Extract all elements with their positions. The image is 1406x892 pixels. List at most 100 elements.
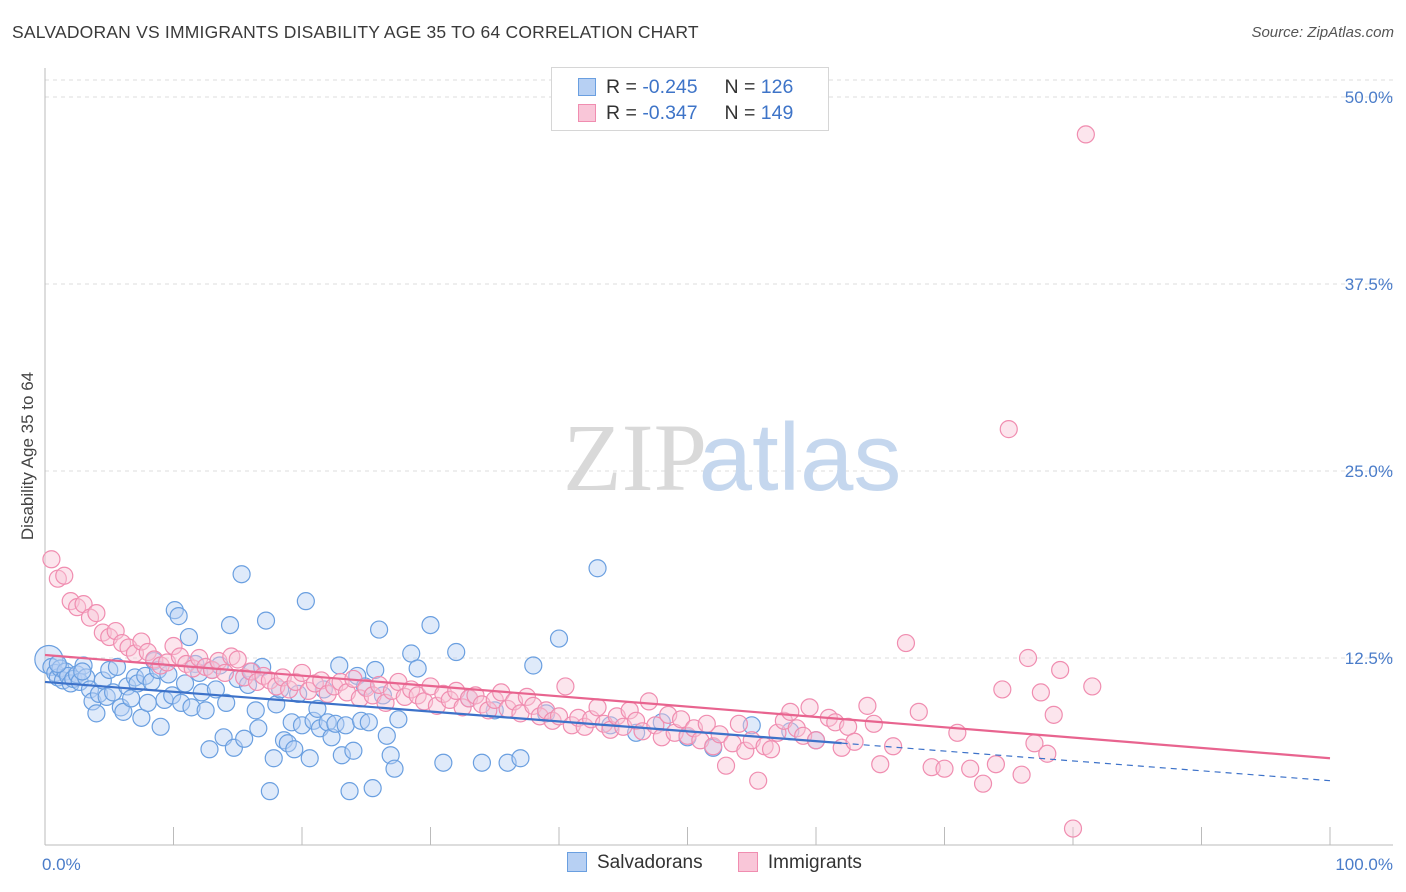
immigrants-point (839, 717, 858, 736)
salvadorans-point (217, 693, 236, 712)
salvadorans-point (285, 740, 304, 759)
y-tick-label-1: 25.0% (1345, 462, 1393, 481)
immigrants-trend-line (44, 653, 1331, 760)
salvadorans-point (232, 565, 251, 584)
salvadorans-point (200, 740, 219, 759)
salvadorans-point (87, 704, 106, 723)
immigrants-point (1038, 744, 1057, 763)
immigrants-point (845, 732, 864, 751)
immigrants-point (961, 759, 980, 778)
salvadorans-point (34, 644, 64, 675)
immigrants-point (716, 756, 736, 775)
legend-swatch-salvadorans (578, 78, 596, 96)
salvadorans-point (322, 728, 341, 747)
salvadorans-point (549, 629, 569, 648)
salvadorans-point (370, 620, 389, 639)
immigrants-point (1018, 648, 1038, 668)
legend-r-label: R = (606, 102, 637, 124)
legend-n-label: N = (724, 102, 756, 124)
y-tick-label-3: 50.0% (1345, 88, 1393, 107)
salvadorans-point (220, 615, 240, 635)
immigrants-point (883, 737, 903, 756)
immigrants-point (280, 680, 299, 699)
salvadorans-point (344, 741, 363, 760)
immigrants-point (292, 663, 312, 683)
immigrants-point (781, 702, 800, 721)
salvadorans-points (34, 559, 826, 801)
immigrants-point (761, 740, 781, 759)
tick-labels: 12.5% 25.0% 37.5% 50.0% 0.0% 100.0% (42, 88, 1393, 874)
legend-swatch-immigrants (578, 104, 596, 122)
legend-item-salvadorans[interactable]: Salvadorans (567, 852, 703, 874)
immigrants-point (749, 771, 768, 790)
salvadorans-point (121, 689, 141, 708)
salvadorans-point (196, 701, 215, 720)
salvadorans-point (332, 746, 351, 765)
immigrants-point (556, 677, 575, 696)
y-tick-label-0: 12.5% (1345, 649, 1393, 668)
salvadorans-point (363, 779, 382, 798)
immigrants-point (639, 692, 659, 711)
salvadorans-point (264, 749, 283, 768)
immigrants-point (1083, 677, 1102, 696)
salvadorans-point (300, 749, 319, 768)
salvadorans-point (352, 711, 371, 730)
salvadorans-point (385, 759, 404, 778)
salvadorans-point (292, 716, 312, 735)
salvadorans-point (256, 611, 276, 630)
chart-source: Source: ZipAtlas.com (1251, 24, 1394, 41)
salvadorans-point (381, 746, 400, 765)
salvadorans-point (179, 627, 199, 647)
immigrants-point (588, 698, 607, 717)
legend-n-value-salvadorans: 126 (760, 76, 794, 98)
salvadorans-trend-line (44, 680, 842, 745)
legend-row-immigrants: R = -0.347 N = 149 (578, 102, 793, 128)
immigrants-point (215, 663, 234, 683)
immigrants-point (973, 774, 993, 793)
immigrants-point (736, 741, 755, 760)
salvadorans-point (107, 657, 127, 677)
salvadorans-point (359, 713, 378, 732)
watermark-atlas: atlas (699, 404, 902, 511)
salvadorans-point (308, 699, 327, 718)
immigrants-point (787, 719, 806, 738)
x-tick-label-0: 0.0% (42, 855, 81, 874)
salvadorans-point (340, 782, 359, 801)
salvadorans-point (304, 711, 323, 730)
salvadorans-point (434, 753, 453, 772)
immigrants-point (993, 680, 1012, 699)
x-tick-label-1: 100.0% (1335, 855, 1393, 874)
salvadorans-point (175, 674, 195, 693)
salvadorans-point (48, 654, 67, 674)
salvadorans-point (408, 659, 427, 678)
series-legend: Salvadorans Immigrants (567, 852, 892, 874)
legend-row-salvadorans: R = -0.245 N = 126 (578, 76, 793, 102)
legend-r-value-salvadorans: -0.245 (642, 76, 698, 98)
immigrants-point (729, 714, 749, 733)
immigrants-point (164, 636, 183, 656)
immigrants-point (87, 604, 106, 623)
salvadorans-point (447, 642, 466, 662)
salvadorans-point (389, 710, 408, 729)
legend-n-label: N = (724, 76, 756, 98)
immigrants-point (318, 684, 337, 704)
axes (44, 68, 1393, 846)
immigrants-point (228, 650, 247, 669)
salvadorans-point (151, 717, 170, 736)
trend-lines (44, 653, 1331, 782)
immigrants-point (1012, 765, 1031, 784)
salvadorans-point (366, 660, 385, 680)
watermark-zip: ZIP (563, 404, 707, 511)
salvadorans-point (169, 607, 188, 626)
salvadorans-label: Salvadorans (597, 852, 703, 873)
legend-item-immigrants[interactable]: Immigrants (737, 852, 862, 874)
salvadorans-point (138, 693, 157, 712)
immigrants-label: Immigrants (767, 852, 862, 873)
immigrants-point (138, 642, 157, 662)
immigrants-point (1044, 705, 1063, 724)
immigrants-point (42, 550, 61, 569)
salvadorans-point (74, 656, 93, 675)
salvadorans-point (73, 662, 92, 681)
stats-legend: R = -0.245 N = 126 R = -0.347 N = 149 (551, 67, 829, 131)
immigrants-point (286, 672, 305, 692)
